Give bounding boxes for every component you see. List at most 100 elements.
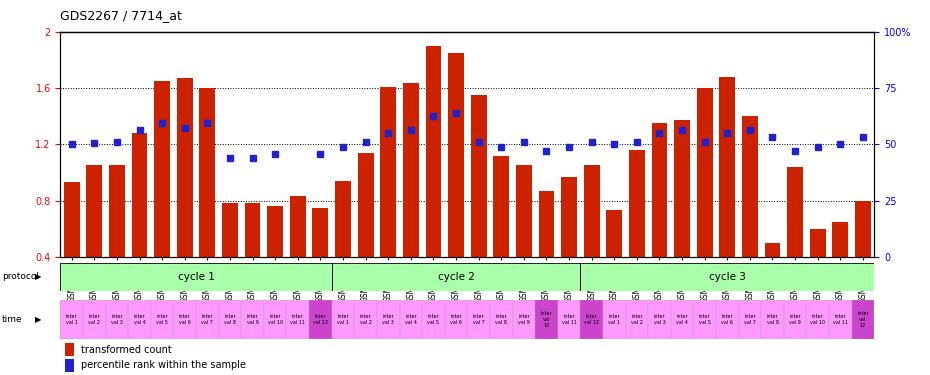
Text: percentile rank within the sample: percentile rank within the sample (81, 360, 246, 370)
Text: inter
val 2: inter val 2 (88, 314, 100, 325)
Text: cycle 2: cycle 2 (438, 272, 474, 282)
Bar (199, 88, 215, 257)
Bar (720, 77, 736, 257)
Text: inter
val 9: inter val 9 (518, 314, 530, 325)
Bar (787, 167, 803, 257)
Bar (467, 300, 490, 339)
Text: inter
val 6: inter val 6 (450, 314, 462, 325)
Bar (267, 206, 283, 257)
Text: inter
val 9: inter val 9 (246, 314, 259, 325)
Bar (332, 262, 580, 291)
Text: inter
val 10: inter val 10 (268, 314, 283, 325)
Bar (64, 359, 74, 372)
Bar (64, 182, 80, 257)
Text: inter
val 4: inter val 4 (405, 314, 417, 325)
Bar (535, 300, 558, 339)
Text: inter
val 2: inter val 2 (360, 314, 372, 325)
Bar (742, 116, 758, 257)
Bar (264, 300, 286, 339)
Text: inter
val 7: inter val 7 (744, 314, 756, 325)
Bar (694, 300, 716, 339)
Bar (151, 300, 174, 339)
Bar (64, 344, 74, 355)
Text: inter
val 1: inter val 1 (337, 314, 349, 325)
Bar (354, 300, 377, 339)
Bar (493, 156, 509, 257)
Bar (829, 300, 852, 339)
Bar (561, 177, 577, 257)
Text: inter
val 7: inter val 7 (202, 314, 213, 325)
Bar (538, 191, 554, 257)
Text: inter
val 7: inter val 7 (472, 314, 485, 325)
Bar (426, 46, 442, 257)
Text: inter
val 5: inter val 5 (156, 314, 168, 325)
Text: inter
val
12: inter val 12 (857, 311, 869, 328)
Bar (106, 300, 128, 339)
Text: inter
val 3: inter val 3 (382, 314, 394, 325)
Text: inter
val 10: inter val 10 (810, 314, 825, 325)
Bar (832, 222, 848, 257)
Bar (245, 203, 260, 257)
Text: ▶: ▶ (35, 272, 42, 281)
Bar (626, 300, 648, 339)
Text: inter
val 3: inter val 3 (111, 314, 123, 325)
Bar (128, 300, 151, 339)
Bar (403, 82, 418, 257)
Text: inter
val 6: inter val 6 (722, 314, 733, 325)
Bar (716, 300, 738, 339)
Text: inter
val 5: inter val 5 (698, 314, 711, 325)
Bar (312, 208, 328, 257)
Bar (83, 300, 106, 339)
Bar (445, 300, 467, 339)
Bar (761, 300, 784, 339)
Bar (241, 300, 264, 339)
Bar (286, 300, 309, 339)
Bar (309, 300, 332, 339)
Bar (86, 165, 102, 257)
Text: inter
val 3: inter val 3 (654, 314, 665, 325)
Bar (132, 133, 148, 257)
Bar (490, 300, 512, 339)
Bar (422, 300, 445, 339)
Bar (652, 123, 668, 257)
Text: inter
val
10: inter val 10 (540, 311, 552, 328)
Text: ▶: ▶ (35, 315, 42, 324)
Bar (580, 300, 603, 339)
Bar (222, 203, 238, 257)
Bar (219, 300, 241, 339)
Bar (738, 300, 761, 339)
Bar (629, 150, 644, 257)
Bar (400, 300, 422, 339)
Text: inter
val 1: inter val 1 (66, 314, 78, 325)
Bar (810, 229, 826, 257)
Bar (358, 153, 374, 257)
Bar (109, 165, 125, 257)
Bar (174, 300, 196, 339)
Bar (674, 120, 690, 257)
Bar (335, 181, 351, 257)
Bar (512, 300, 535, 339)
Bar (332, 300, 354, 339)
Bar (671, 300, 694, 339)
Bar (764, 243, 780, 257)
Bar (852, 300, 874, 339)
Bar (784, 300, 806, 339)
Text: inter
val 1: inter val 1 (608, 314, 620, 325)
Bar (177, 78, 193, 257)
Bar (377, 300, 400, 339)
Bar (855, 201, 870, 257)
Bar (606, 210, 622, 257)
Text: inter
val 11: inter val 11 (562, 314, 577, 325)
Text: protocol: protocol (2, 272, 39, 281)
Bar (648, 300, 671, 339)
Text: inter
val 12: inter val 12 (584, 314, 599, 325)
Bar (697, 88, 712, 257)
Bar (584, 165, 600, 257)
Bar (806, 300, 829, 339)
Bar (448, 53, 464, 257)
Text: inter
val 5: inter val 5 (428, 314, 439, 325)
Text: inter
val 4: inter val 4 (676, 314, 688, 325)
Text: transformed count: transformed count (81, 345, 171, 354)
Bar (196, 300, 219, 339)
Text: inter
val 11: inter val 11 (832, 314, 848, 325)
